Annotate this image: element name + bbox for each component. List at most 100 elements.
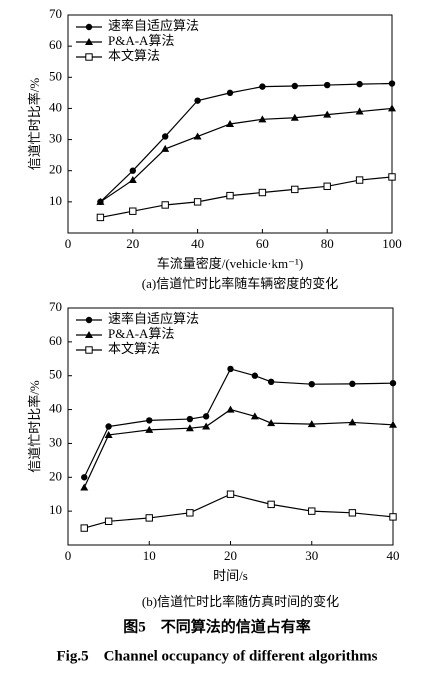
marker (290, 113, 299, 121)
marker (186, 415, 194, 423)
y-axis-label: 信道忙时比率/% (27, 380, 42, 473)
x-tick-label: 40 (387, 548, 400, 563)
series-line (84, 493, 394, 529)
y-axis-label: 信道忙时比率/% (27, 78, 42, 171)
x-tick-label: 40 (191, 236, 204, 251)
marker (307, 420, 316, 428)
series-line (100, 176, 393, 219)
marker (267, 500, 275, 509)
y-tick-label: 20 (49, 162, 62, 177)
marker (85, 331, 93, 338)
marker (258, 188, 267, 197)
y-tick-label: 70 (49, 299, 62, 314)
y-tick-label: 60 (49, 37, 62, 52)
x-tick-label: 30 (305, 548, 318, 563)
marker (96, 213, 105, 222)
marker (80, 524, 88, 532)
marker (104, 517, 113, 525)
series-line (99, 82, 393, 203)
marker (146, 417, 153, 424)
series-line (100, 107, 393, 203)
marker (388, 80, 396, 87)
marker (388, 173, 396, 181)
marker (162, 133, 169, 140)
marker (85, 23, 93, 31)
marker (291, 82, 298, 90)
series-line (83, 408, 394, 488)
marker (323, 182, 331, 190)
y-tick-label: 70 (49, 6, 62, 21)
y-tick-label: 10 (49, 502, 62, 517)
legend-label: 速率自适应算法 (108, 18, 199, 33)
marker (104, 430, 113, 438)
subtitle: (b)信道忙时比率随仿真时间的变化 (142, 594, 339, 609)
marker (308, 380, 315, 388)
subtitle: (a)信道忙时比率随车辆密度的变化 (142, 276, 338, 291)
marker (129, 207, 137, 215)
caption-cn: 图5 不同算法的信道占有率 (123, 617, 311, 635)
x-tick-label: 10 (143, 548, 156, 563)
marker (202, 413, 210, 420)
y-tick-label: 20 (49, 468, 62, 483)
marker (193, 198, 202, 206)
marker (389, 420, 397, 428)
marker (161, 144, 170, 152)
x-tick-label: 60 (256, 236, 269, 251)
marker (85, 346, 93, 354)
marker (349, 380, 356, 388)
x-tick-label: 0 (65, 236, 72, 251)
y-tick-label: 40 (49, 99, 62, 114)
marker (161, 201, 169, 209)
y-tick-label: 60 (49, 333, 62, 348)
marker (129, 167, 136, 174)
marker (185, 424, 194, 432)
marker (259, 83, 266, 90)
marker (145, 425, 154, 433)
x-tick-label: 80 (321, 236, 334, 251)
x-axis-label: 时间/s (213, 568, 248, 583)
y-tick-label: 40 (49, 401, 62, 416)
marker (105, 423, 112, 430)
legend-label: 本文算法 (108, 341, 160, 356)
x-tick-label: 100 (382, 236, 402, 251)
marker (251, 372, 259, 379)
caption-en: Fig.5 Channel occupancy of different alg… (57, 648, 378, 664)
marker (308, 507, 316, 515)
marker (389, 379, 397, 387)
marker (145, 514, 153, 522)
marker (227, 365, 234, 373)
marker (81, 474, 88, 481)
marker (85, 316, 93, 324)
marker (250, 412, 259, 420)
marker (356, 80, 363, 88)
y-tick-label: 50 (49, 367, 62, 382)
legend-label: P&A-A算法 (108, 33, 174, 48)
x-tick-label: 0 (65, 548, 72, 563)
marker (96, 197, 105, 205)
marker (291, 185, 299, 194)
marker (355, 107, 364, 115)
marker (348, 418, 357, 426)
y-tick-label: 50 (49, 68, 62, 83)
marker (226, 405, 235, 413)
legend-label: 速率自适应算法 (108, 311, 199, 326)
y-tick-label: 30 (49, 434, 62, 449)
x-tick-label: 20 (224, 548, 237, 563)
x-axis-label: 车流量密度/(vehicle·km⁻¹) (157, 256, 304, 271)
y-tick-label: 10 (49, 193, 62, 208)
marker (324, 81, 331, 89)
marker (355, 176, 364, 184)
legend-label: P&A-A算法 (108, 326, 174, 341)
plot-frame (67, 14, 393, 234)
marker (348, 509, 357, 517)
y-tick-label: 30 (49, 131, 62, 146)
marker (193, 132, 202, 140)
marker (258, 115, 267, 123)
marker (85, 38, 93, 45)
marker (389, 513, 397, 521)
marker (267, 378, 275, 386)
marker (226, 89, 234, 97)
marker (186, 509, 194, 517)
